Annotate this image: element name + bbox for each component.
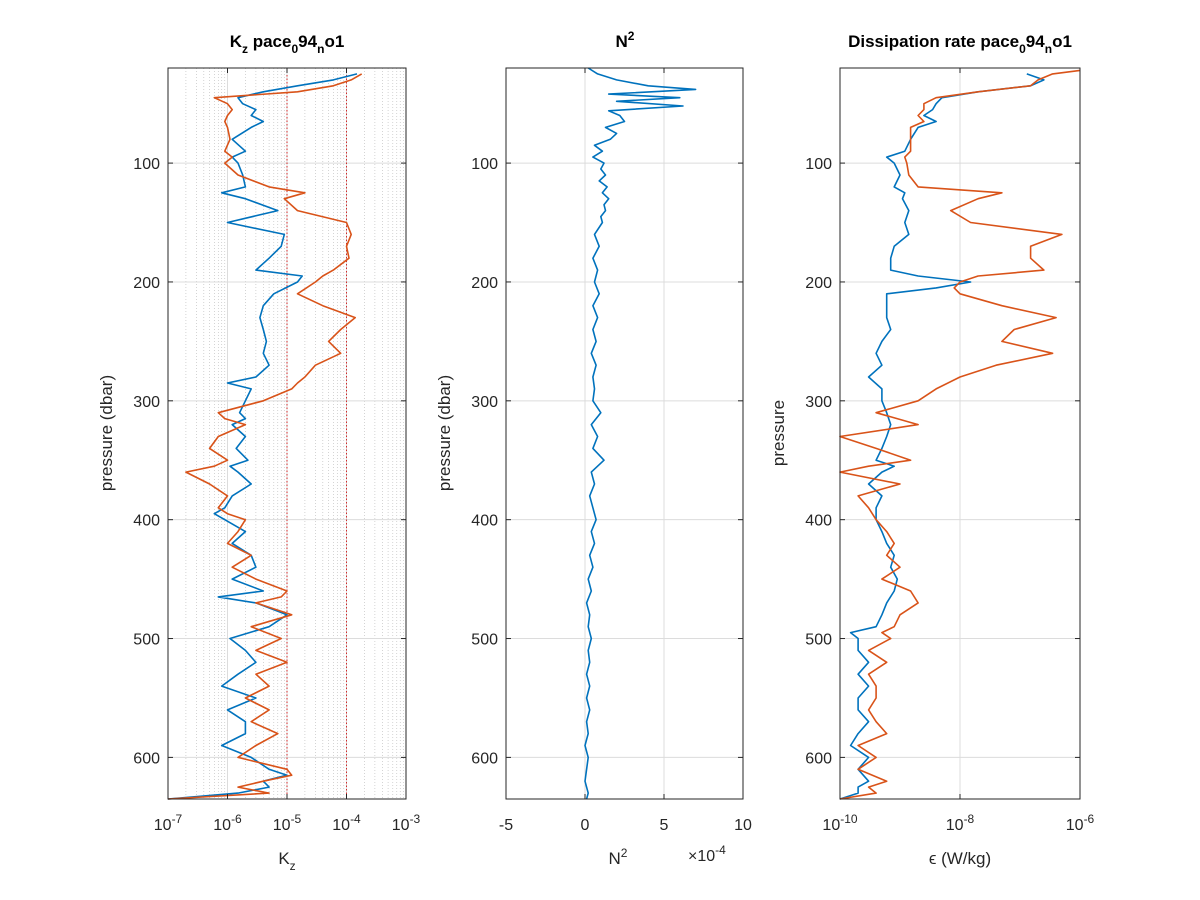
- y-tick-label: 200: [805, 275, 832, 292]
- y-tick-label: 600: [471, 750, 498, 767]
- n2-ticks: 100 200 300 400 500 600 -5 0 5 10: [471, 68, 752, 834]
- y-tick-label: 300: [805, 394, 832, 411]
- kz-panel: 100 200 300 400 500 600 10-7 10-6 10-5 10-4 10-3 K…: [97, 32, 421, 873]
- series-line-1: [839, 73, 1045, 800]
- y-tick-label: 100: [471, 156, 498, 173]
- n2-title: N2: [616, 29, 635, 51]
- kz-reference-lines: [286, 68, 347, 799]
- kz-xlabel: Kz: [278, 849, 295, 873]
- y-tick-label: 500: [471, 632, 498, 649]
- x-tick-label: 5: [660, 817, 669, 834]
- y-tick-label: 400: [805, 513, 832, 530]
- n2-ylabel: pressure (dbar): [435, 375, 454, 491]
- x-tick-label: 10-8: [946, 812, 975, 834]
- x-tick-label: 10-4: [332, 812, 361, 834]
- dissipation-ylabel: pressure: [769, 400, 788, 466]
- x-tick-label: 10-10: [822, 812, 857, 834]
- series-line-2: [839, 69, 1081, 800]
- n2-series-lines: [584, 67, 697, 800]
- kz-series-lines: [167, 73, 363, 800]
- y-tick-label: 100: [133, 156, 160, 173]
- series-line-1: [167, 73, 358, 800]
- x-tick-label: 10: [734, 817, 752, 834]
- x-tick-label: -5: [499, 817, 513, 834]
- y-tick-label: 400: [471, 513, 498, 530]
- y-tick-label: 200: [133, 275, 160, 292]
- y-tick-label: 200: [471, 275, 498, 292]
- n2-panel: 100 200 300 400 500 600 -5 0 5 10 N2 N2 ×10-4 pre…: [435, 29, 752, 868]
- x-tick-label: 10-6: [213, 812, 242, 834]
- series-line-2: [167, 73, 363, 800]
- kz-ticks: 100 200 300 400 500 600 10-7 10-6 10-5 10-4 10-3: [133, 68, 421, 834]
- kz-title: Kz pace094no1: [230, 32, 345, 56]
- dissipation-panel: 100 200 300 400 500 600 10-10 10-8 10-6 Dissipat…: [769, 32, 1095, 868]
- dissipation-series-lines: [839, 69, 1081, 800]
- n2-x-multiplier: ×10-4: [688, 843, 726, 865]
- dissipation-title: Dissipation rate pace094no1: [848, 32, 1072, 56]
- x-tick-label: 10-3: [392, 812, 421, 834]
- n2-xlabel: N2: [609, 846, 628, 868]
- y-tick-label: 600: [133, 750, 160, 767]
- y-tick-label: 300: [133, 394, 160, 411]
- x-tick-label: 0: [581, 817, 590, 834]
- y-tick-label: 100: [805, 156, 832, 173]
- series-line-1: [584, 67, 697, 800]
- x-tick-label: 10-5: [273, 812, 302, 834]
- y-tick-label: 500: [133, 632, 160, 649]
- dissipation-xlabel: ϵ (W/kg): [929, 849, 991, 868]
- x-tick-label: 10-7: [154, 812, 183, 834]
- y-tick-label: 400: [133, 513, 160, 530]
- y-tick-label: 300: [471, 394, 498, 411]
- y-tick-label: 500: [805, 632, 832, 649]
- kz-ylabel: pressure (dbar): [97, 375, 116, 491]
- dissipation-ticks: 100 200 300 400 500 600 10-10 10-8 10-6: [805, 68, 1095, 834]
- x-tick-label: 10-6: [1066, 812, 1095, 834]
- n2-axes-box: [505, 67, 744, 800]
- y-tick-label: 600: [805, 750, 832, 767]
